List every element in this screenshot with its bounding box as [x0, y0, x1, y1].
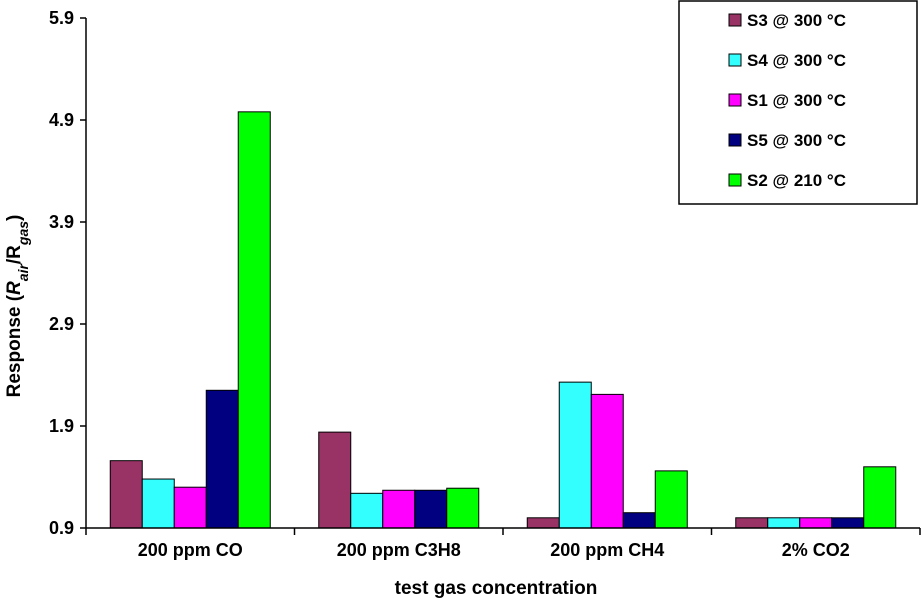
legend-swatch — [728, 133, 742, 147]
bar — [767, 517, 801, 529]
bar — [350, 492, 384, 529]
legend-swatch — [728, 173, 742, 187]
bar — [735, 517, 769, 529]
bar — [205, 389, 239, 529]
bar — [590, 393, 624, 529]
bar — [382, 489, 416, 529]
bars — [109, 111, 897, 529]
legend: S3 @ 300 °C S4 @ 300 °C S1 @ 300 °C S5 @ 30… — [678, 0, 918, 205]
legend-swatch — [728, 13, 742, 27]
y-axis-ticks: 0.9 1.9 2.9 3.9 4.9 5.9 — [49, 8, 86, 538]
x-tick-label: 200 ppm CO — [138, 540, 243, 560]
x-axis-ticks: 200 ppm CO 200 ppm C3H8 200 ppm CH4 2% CO2 — [85, 528, 921, 560]
legend-label: S3 @ 300 °C — [747, 11, 846, 30]
bar — [173, 486, 207, 529]
bar — [558, 381, 592, 529]
bar — [109, 460, 143, 529]
bar — [141, 478, 175, 529]
bar — [526, 517, 560, 529]
y-tick-label: 3.9 — [49, 212, 74, 232]
bar — [622, 512, 656, 529]
bar — [237, 111, 271, 529]
y-tick-label: 5.9 — [49, 8, 74, 28]
bar — [799, 517, 833, 529]
x-axis-title: test gas concentration — [395, 578, 598, 599]
x-tick-label: 200 ppm C3H8 — [337, 540, 461, 560]
x-tick-label: 2% CO2 — [782, 540, 850, 560]
bar — [863, 466, 897, 529]
y-tick-label: 0.9 — [49, 518, 74, 538]
legend-label: S5 @ 300 °C — [747, 131, 846, 150]
y-axis-title: Response (Rair/Rgas) — [4, 215, 31, 398]
bar — [318, 431, 352, 529]
legend-swatch — [728, 93, 742, 107]
legend-label: S4 @ 300 °C — [747, 51, 846, 70]
y-tick-label: 4.9 — [49, 110, 74, 130]
legend-box — [678, 0, 918, 205]
y-tick-label: 2.9 — [49, 314, 74, 334]
legend-label: S1 @ 300 °C — [747, 91, 846, 110]
bar — [654, 470, 688, 529]
bar — [414, 489, 448, 529]
legend-label: S2 @ 210 °C — [747, 171, 846, 190]
legend-swatch — [728, 53, 742, 67]
y-tick-label: 1.9 — [49, 416, 74, 436]
bar — [446, 487, 480, 529]
bar — [831, 517, 865, 529]
x-tick-label: 200 ppm CH4 — [550, 540, 664, 560]
